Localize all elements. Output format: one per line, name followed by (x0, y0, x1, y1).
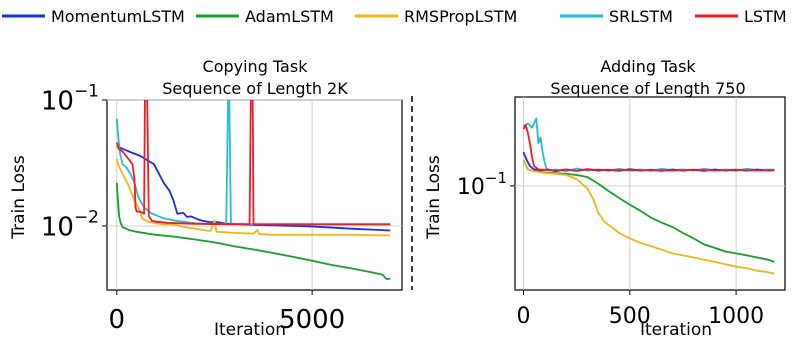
legend-label-lstm: LSTM (744, 7, 787, 26)
x-tick-label: 500 (609, 304, 651, 329)
y-axis-label: Train Loss (9, 155, 29, 240)
x-tick-label: 5000 (279, 305, 345, 335)
x-tick-label: 0 (108, 305, 125, 335)
chart-title-line-2: Sequence of Length 750 (550, 79, 745, 98)
legend-label-rmsproplstm: RMSPropLSTM (404, 7, 517, 26)
x-tick-label: 1000 (708, 304, 764, 329)
legend: MomentumLSTM AdamLSTM RMSPropLSTM SRLSTM LST… (2, 7, 787, 26)
x-axis-label: Iteration (640, 320, 712, 337)
series-line-rmsproplstm (522, 159, 775, 275)
legend-label-momentumlstm: MomentumLSTM (51, 7, 185, 26)
series-group (522, 117, 775, 275)
ticks: 0 500 1000 10−1 (457, 169, 764, 329)
x-axis-label: Iteration (214, 320, 286, 337)
plot-area (106, 99, 403, 291)
grid (107, 99, 402, 290)
copying-task-panel: Copying Task Sequence of Length 2K 0 5000… (9, 57, 403, 337)
chart-title-line-1: Adding Task (600, 57, 696, 76)
chart-title-line-1: Copying Task (203, 57, 309, 76)
chart-title-line-2: Sequence of Length 2K (162, 79, 348, 98)
series-group (115, 100, 391, 280)
series-line-lstm (522, 124, 775, 172)
y-axis-label: Train Loss (424, 155, 444, 240)
legend-label-adamlstm: AdamLSTM (245, 7, 334, 26)
series-line-srlstm (523, 117, 775, 173)
series-line-momentumlstm (522, 151, 775, 173)
grid (515, 97, 785, 290)
y-tick-label: 10−1 (457, 169, 507, 200)
series-line-adamlstm (115, 182, 391, 280)
plot-area (514, 96, 786, 291)
adding-task-panel: Adding Task Sequence of Length 750 0 500 1… (424, 57, 786, 337)
y-tick-label: 10−1 (41, 81, 99, 116)
series-line-lstm (115, 100, 391, 226)
y-tick-label: 10−2 (41, 207, 99, 242)
legend-label-srlstm: SRLSTM (609, 7, 673, 26)
x-tick-label: 0 (517, 304, 531, 329)
ticks: 0 5000 10−1 10−2 (41, 81, 345, 335)
